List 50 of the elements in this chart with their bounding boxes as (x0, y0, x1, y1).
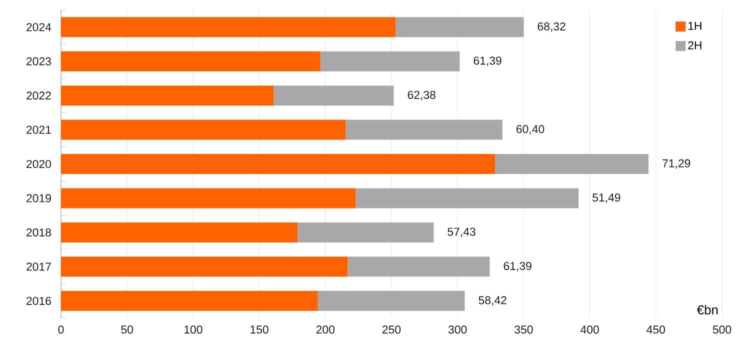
bar (61, 256, 348, 277)
legend-label: 2H (688, 41, 702, 50)
x-tick-label: 0 (58, 326, 64, 334)
bar (61, 51, 320, 72)
bar (61, 120, 346, 140)
bar (61, 222, 298, 242)
annotation: 60,40 (516, 125, 544, 135)
bar (320, 51, 460, 72)
y-tick-label: 2023 (26, 57, 51, 66)
x-tick-label: 250 (382, 326, 401, 334)
annotation: 51,49 (592, 193, 620, 203)
y-tick-label: 2016 (26, 296, 51, 305)
annotation: 62,38 (408, 90, 436, 100)
x-tick-label: 400 (580, 326, 599, 334)
bar (61, 17, 396, 38)
x-tick-label: 200 (316, 326, 335, 334)
y-tick-label: 2021 (26, 126, 51, 134)
x-tick-label: 50 (121, 326, 134, 334)
x-axis-title: €bn (696, 304, 718, 314)
y-tick-label: 2022 (26, 92, 51, 100)
bar (348, 256, 490, 277)
annotation: 61,39 (504, 262, 532, 272)
bar (356, 188, 579, 208)
y-tick-label: 2018 (26, 228, 51, 237)
x-tick-label: 500 (712, 326, 732, 334)
bar (396, 17, 524, 38)
bar (346, 120, 502, 140)
bar (61, 154, 496, 174)
annotation: 68,32 (538, 22, 566, 32)
bar (495, 154, 648, 174)
x-tick-label: 100 (184, 326, 202, 334)
annotation: 61,39 (474, 56, 502, 66)
bar (61, 290, 318, 311)
annotation: 58,42 (478, 296, 506, 306)
x-tick-label: 300 (448, 326, 467, 334)
y-tick-label: 2017 (26, 262, 51, 271)
x-tick-label: 150 (250, 326, 268, 334)
bar (61, 188, 356, 208)
y-tick-label: 2020 (26, 160, 52, 168)
bar (298, 222, 434, 242)
bar (318, 290, 465, 311)
y-tick-label: 2024 (26, 23, 52, 32)
bar (61, 86, 274, 106)
x-tick-label: 450 (646, 326, 666, 334)
annotation: 71,29 (662, 159, 690, 169)
bar (274, 86, 394, 106)
y-tick-label: 2019 (26, 194, 51, 202)
legend-label: 1H (688, 22, 702, 30)
annotation: 57,43 (448, 228, 476, 238)
x-tick-label: 350 (514, 326, 533, 334)
